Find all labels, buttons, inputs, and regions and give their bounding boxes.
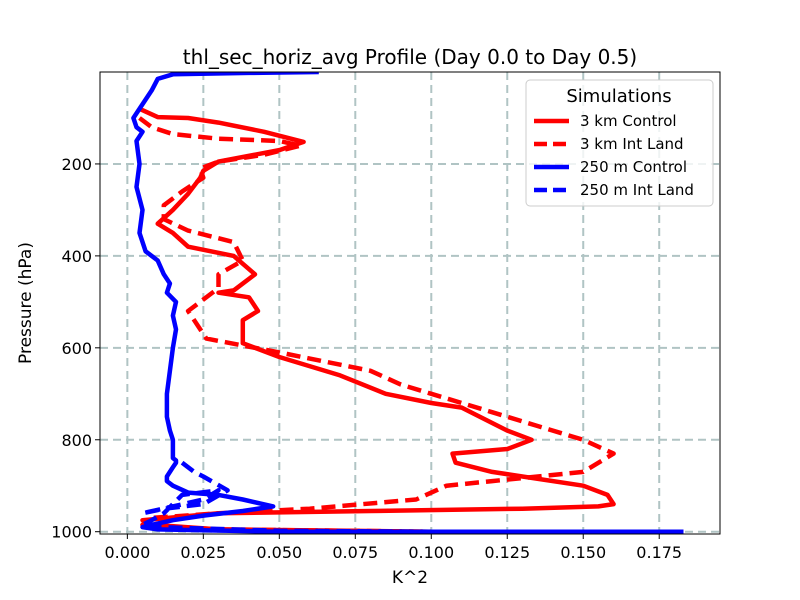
legend-box [525,79,714,207]
y-tick-label: 600 [61,339,92,358]
x-tick-label: 0.050 [256,543,302,562]
legend-title: Simulations [566,86,671,107]
grid [100,72,720,534]
x-tick-label: 0.000 [104,543,150,562]
chart-title: thl_sec_horiz_avg Profile (Day 0.0 to Da… [183,45,637,69]
series-line-3 [140,460,684,534]
y-tick-label: 400 [61,247,92,266]
series-layer [131,72,684,534]
legend-items: 3 km Control 3 km Int Land 250 m Control 25… [534,112,694,199]
y-tick-label: 800 [61,431,92,450]
plot-frame [99,71,721,535]
legend: Simulations 3 km Control 3 km Int Land 250… [525,79,714,207]
x-tick-label: 0.150 [560,543,606,562]
y-tick-label: 200 [61,155,92,174]
x-axis: 0.000 0.025 0.050 0.075 0.100 0.125 0.150 0.175 [104,534,682,562]
series-group [131,72,684,534]
legend-label: 250 m Control [580,158,687,176]
x-tick-label: 0.025 [180,543,226,562]
legend-label: 3 km Control [580,112,677,130]
x-tick-label: 0.100 [408,543,454,562]
series-line-1 [138,116,644,534]
x-axis-label: K^2 [392,568,428,588]
legend-label: 3 km Int Land [580,135,684,153]
x-tick-label: 0.175 [636,543,682,562]
x-tick-label: 0.075 [332,543,378,562]
x-tick-label: 0.125 [484,543,530,562]
y-tick-label: 1000 [51,523,92,542]
legend-label: 250 m Int Land [580,181,694,199]
series-line-2 [131,72,675,534]
y-axis-label: Pressure (hPa) [16,242,36,364]
y-axis: 200 400 600 800 1000 [51,155,100,542]
